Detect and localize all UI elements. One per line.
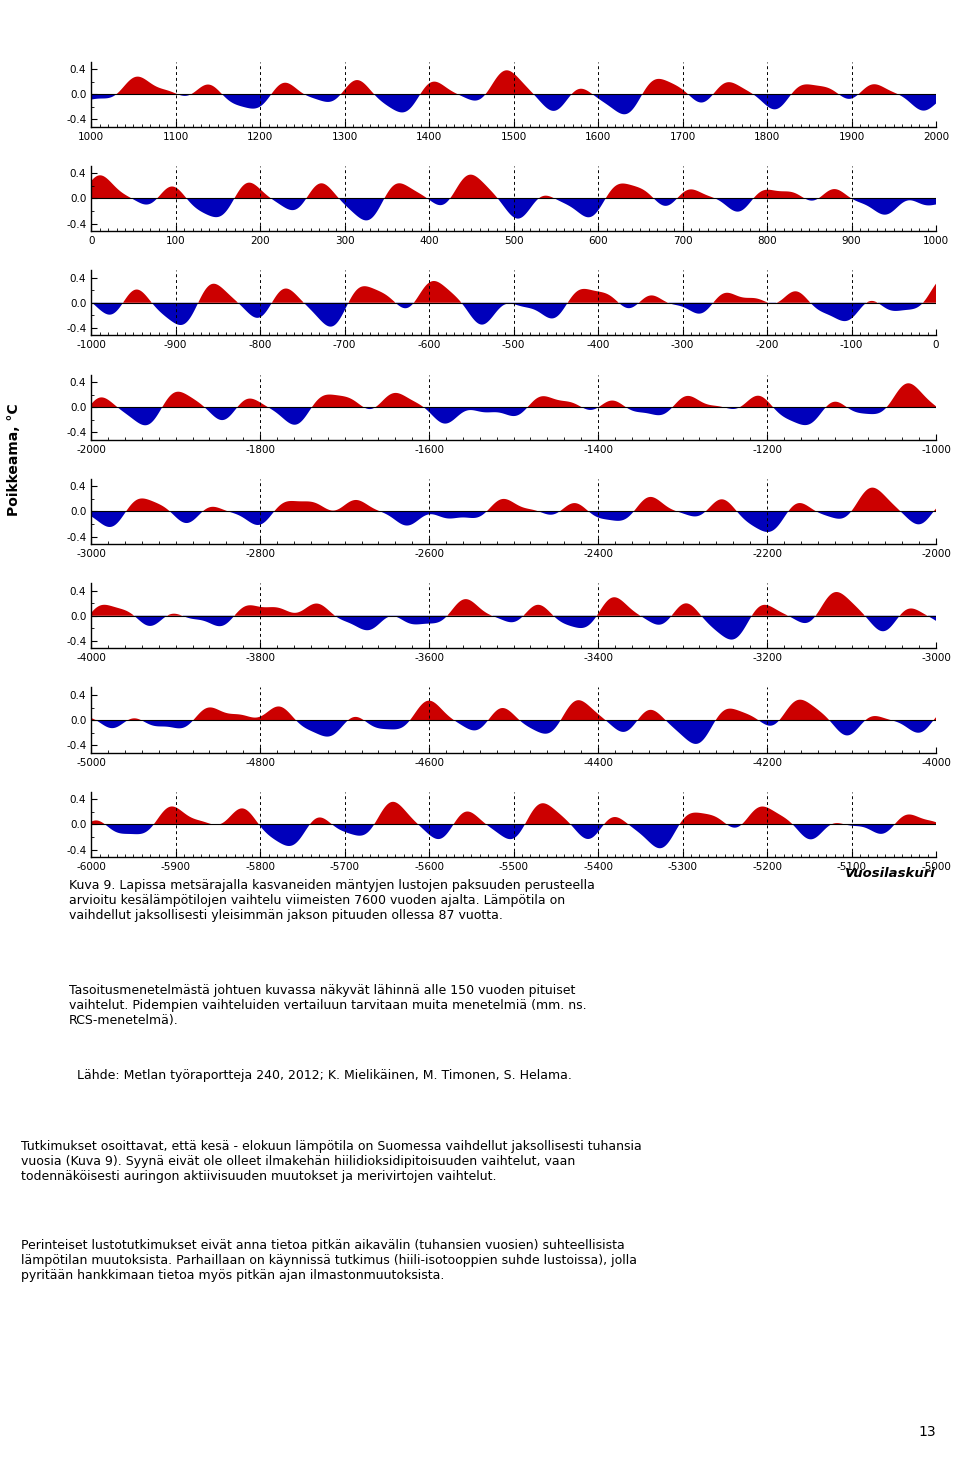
Text: Lähde: Metlan työraportteja 240, 2012; K. Mielikäinen, M. Timonen, S. Helama.: Lähde: Metlan työraportteja 240, 2012; K… <box>69 1069 572 1083</box>
Text: Perinteiset lustotutkimukset eivät anna tietoa pitkän aikavälin (tuhansien vuosi: Perinteiset lustotutkimukset eivät anna … <box>21 1239 637 1282</box>
Text: Tutkimukset osoittavat, että kesä - elokuun lämpötila on Suomessa vaihdellut jak: Tutkimukset osoittavat, että kesä - elok… <box>21 1140 642 1182</box>
Text: 13: 13 <box>919 1424 936 1439</box>
Text: Kuva 9. Lapissa metsärajalla kasvaneiden mäntyjen lustojen paksuuden perusteella: Kuva 9. Lapissa metsärajalla kasvaneiden… <box>69 879 595 921</box>
Text: Tasoitusmenetelmästä johtuen kuvassa näkyvät lähinnä alle 150 vuoden pituiset
va: Tasoitusmenetelmästä johtuen kuvassa näk… <box>69 984 587 1027</box>
Text: Poikkeama, °C: Poikkeama, °C <box>8 403 21 516</box>
Text: Vuosilaskuri: Vuosilaskuri <box>845 867 936 880</box>
